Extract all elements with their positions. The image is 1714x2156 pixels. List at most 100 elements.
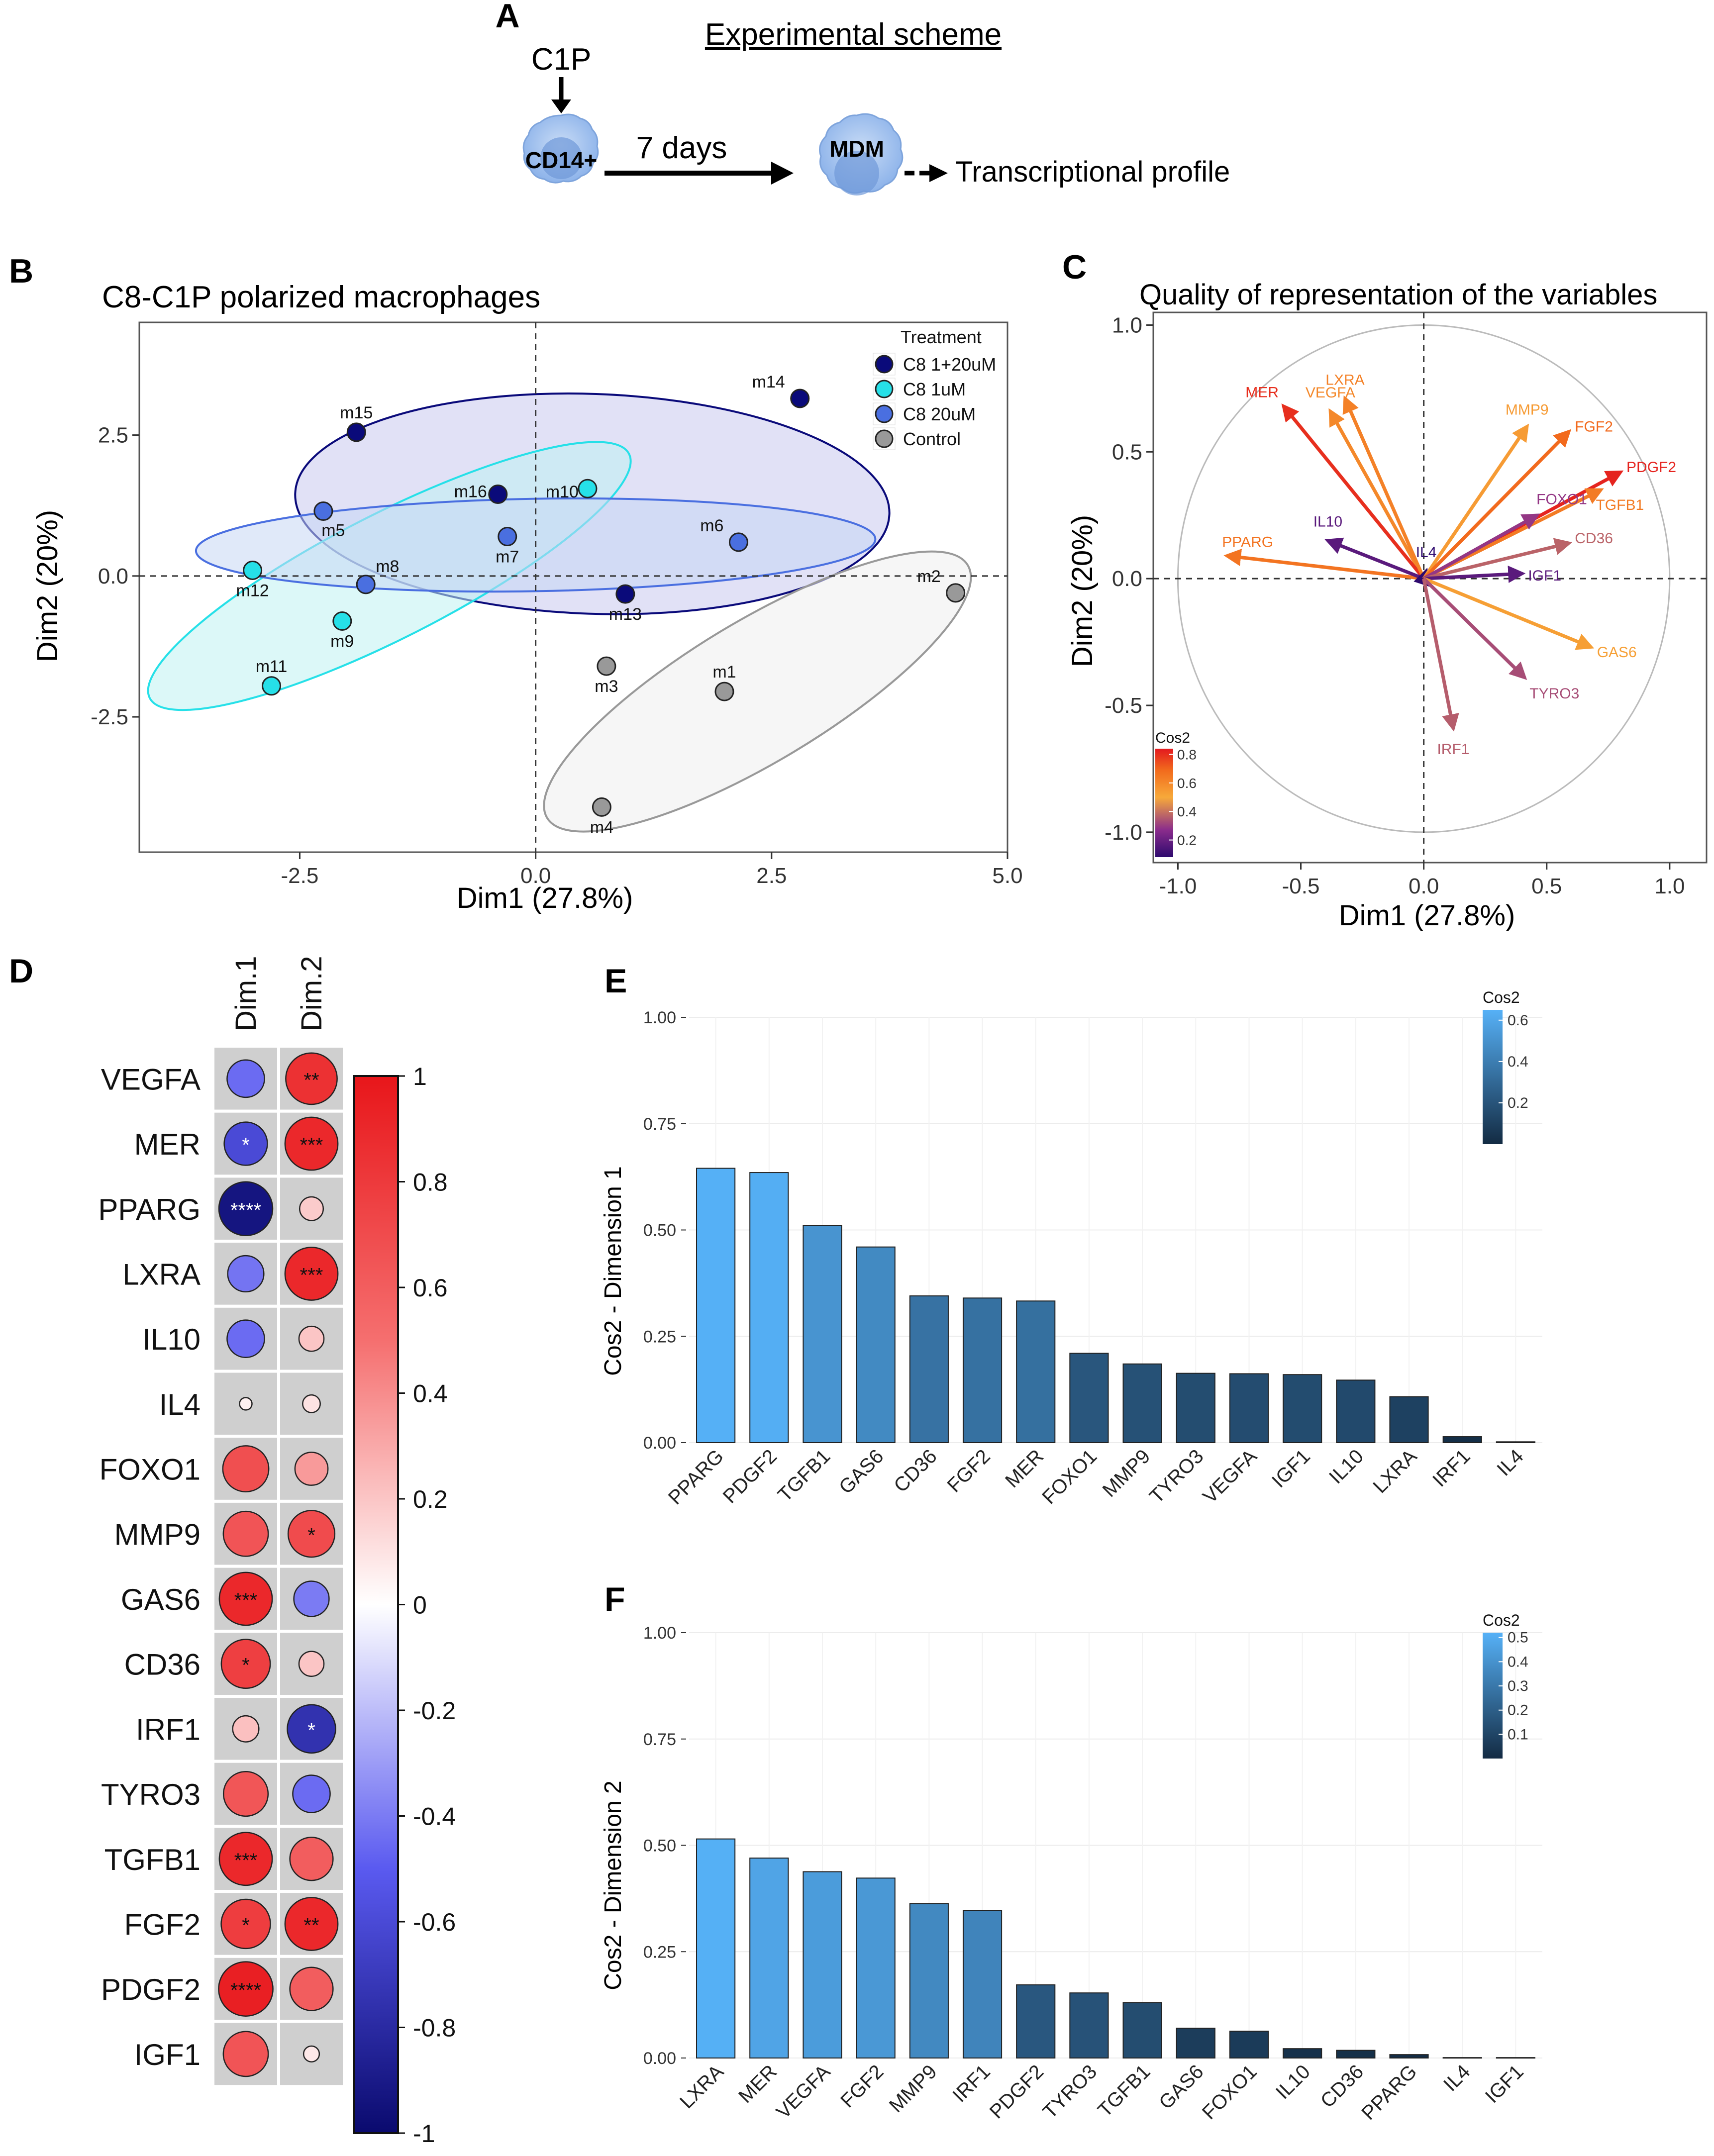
bar-lxra	[696, 1838, 736, 2059]
vector-label-mmp9: MMP9	[1506, 401, 1549, 418]
legend-swatch	[875, 404, 894, 423]
chart-b-title: C8-C1P polarized macrophages	[102, 280, 540, 314]
row-label-tgfb1: TGFB1	[104, 1843, 201, 1876]
point-label-m6: m6	[700, 516, 723, 535]
significance-stars: **	[303, 1069, 319, 1091]
x-tick-label-fgf2: FGF2	[836, 2060, 888, 2112]
cell-end-label: MDM	[829, 136, 884, 162]
x-tick-label-vegfa: VEGFA	[772, 2060, 835, 2123]
bar-foxo1	[1069, 1353, 1109, 1443]
bar-irf1	[962, 1910, 1003, 2058]
legend-label: Control	[903, 429, 961, 449]
legend-swatch	[875, 355, 894, 374]
point-label-m12: m12	[236, 582, 269, 600]
x-tick-label-gas6: GAS6	[835, 1445, 888, 1498]
vector-igf1	[1423, 565, 1526, 583]
colorbar-title: Cos2	[1483, 1611, 1520, 1629]
corr-circle-lxra-1	[227, 1255, 265, 1292]
vector-gas6	[1423, 577, 1595, 650]
point-m12	[243, 561, 263, 581]
vector-lxra	[1342, 395, 1425, 580]
row-label-irf1: IRF1	[136, 1713, 201, 1746]
significance-stars: *	[307, 1719, 315, 1741]
bar-lxra	[1389, 1396, 1429, 1443]
legend-swatch	[875, 429, 894, 448]
vector-label-tyro3: TYRO3	[1529, 686, 1579, 702]
bar-foxo1	[1229, 2031, 1269, 2059]
column-label: Dim.1	[230, 956, 262, 1031]
vector-foxo1	[1422, 513, 1540, 581]
point-label-m2: m2	[917, 567, 940, 586]
bar-cd36	[909, 1295, 949, 1443]
colorbar-tick-label: 0.3	[1508, 1678, 1528, 1694]
point-m1	[714, 682, 734, 701]
x-tick-label-il4: IL4	[1493, 1445, 1527, 1480]
vector-mmp9	[1422, 423, 1529, 580]
y-tick-label: 0.25	[643, 1943, 676, 1961]
chart-c-plot-area	[1152, 311, 1708, 864]
colorbar-tick-label: -0.2	[413, 1697, 456, 1725]
row-label-il4: IL4	[159, 1388, 201, 1421]
corr-circle-mmp9-1	[222, 1510, 269, 1557]
legend-title: Treatment	[901, 327, 982, 347]
outcome-label: Transcriptional profile	[955, 156, 1230, 188]
significance-stars: ***	[300, 1134, 323, 1156]
corr-circle-il4-2	[302, 1394, 321, 1413]
x-tick-label: 0.0	[1409, 874, 1439, 898]
x-tick-label: -0.5	[1282, 874, 1320, 898]
point-m6	[728, 532, 748, 552]
colorbar-tick-label: 0	[413, 1591, 427, 1619]
colorbar-tick-label: 0.4	[1508, 1654, 1528, 1670]
vector-label-fgf2: FGF2	[1575, 419, 1613, 435]
colorbar-tick-label: -1	[413, 2120, 435, 2148]
point-label-m13: m13	[609, 605, 642, 624]
stimulus-label: C1P	[531, 42, 592, 77]
row-label-fgf2: FGF2	[124, 1908, 201, 1941]
chart-c-ylabel: Dim2 (20%)	[1066, 515, 1099, 667]
corr-circle-mer-2	[284, 1116, 339, 1171]
significance-stars: **	[303, 1914, 319, 1936]
panel-letter-c: C	[1062, 248, 1087, 286]
x-tick-label-il10: IL10	[1272, 2060, 1314, 2103]
y-tick-label: 0.5	[1112, 440, 1142, 464]
colorbar-title: Cos2	[1155, 730, 1190, 746]
point-m16	[488, 485, 508, 504]
bar-mmp9	[909, 1903, 949, 2058]
mdm-cell-icon	[819, 113, 904, 196]
vector-label-igf1: IGF1	[1528, 568, 1561, 584]
vector-il10	[1324, 537, 1424, 581]
bar-vegfa	[803, 1871, 842, 2058]
vector-label-lxra: LXRA	[1325, 372, 1364, 388]
bar-tyro3	[1176, 1372, 1215, 1444]
point-label-m8: m8	[376, 557, 399, 576]
panel-c-pca-variables: C Quality of representation of the varia…	[1062, 248, 1708, 932]
corr-circle-cd36-2	[298, 1651, 325, 1677]
chart-e-ylabel: Cos2 - Dimension 1	[600, 1166, 626, 1376]
significance-stars: *	[307, 1524, 315, 1546]
duration-label: 7 days	[636, 131, 727, 165]
vector-label-tgfb1: TGFB1	[1596, 497, 1644, 513]
x-tick-label-irf1: IRF1	[948, 2060, 994, 2106]
point-label-m15: m15	[340, 403, 373, 422]
vector-label-pdgf2: PDGF2	[1626, 459, 1676, 476]
panel-letter-b: B	[9, 252, 33, 290]
corr-circle-igf1-1	[222, 2031, 269, 2077]
row-label-pdgf2: PDGF2	[101, 1973, 201, 2006]
cd14-cell-icon	[522, 113, 599, 184]
vector-mer	[1281, 403, 1425, 580]
colorbar-tick-label: -0.6	[413, 1908, 456, 1936]
bar-igf1	[1283, 1374, 1322, 1443]
x-tick-label: 1.0	[1654, 874, 1685, 898]
row-label-gas6: GAS6	[121, 1583, 201, 1616]
colorbar-title: Cos2	[1483, 988, 1520, 1006]
row-label-foxo1: FOXO1	[100, 1453, 201, 1486]
legend-label: C8 1uM	[903, 379, 966, 399]
bar-mer	[749, 1858, 789, 2058]
bar-fgf2	[962, 1297, 1003, 1444]
matrix-cell	[277, 1565, 346, 1633]
vector-label-cd36: CD36	[1575, 530, 1613, 547]
y-tick-label: 1.00	[643, 1008, 676, 1027]
colorbar-d	[353, 1075, 399, 2134]
